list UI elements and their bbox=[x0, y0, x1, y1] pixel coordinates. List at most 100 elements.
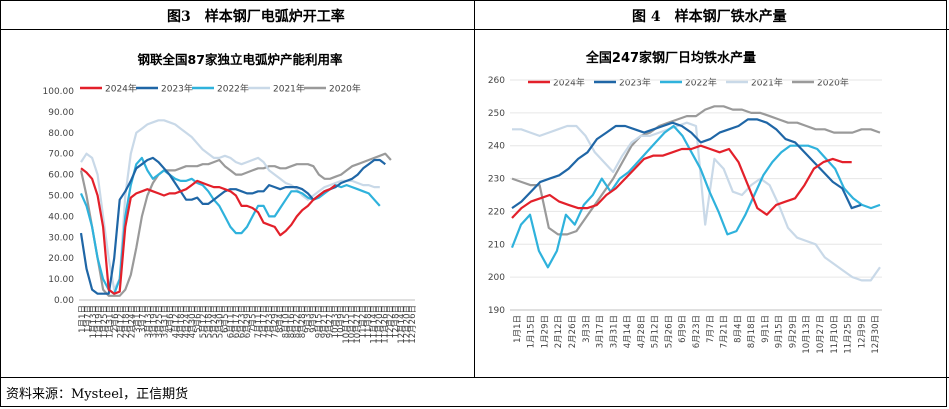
x-tick-label: 1月1日 bbox=[513, 315, 523, 343]
chart-title: 钢联全国87家独立电弧炉产能利用率 bbox=[138, 52, 343, 67]
legend-label: 2023年 bbox=[619, 77, 651, 89]
series-line-2021年 bbox=[80, 119, 380, 291]
legend-label: 2024年 bbox=[553, 77, 585, 89]
y-tick-label: 190 bbox=[488, 306, 505, 316]
x-tick-label: 5月18日 bbox=[204, 305, 214, 338]
x-tick-label: 1月7日 bbox=[83, 305, 93, 333]
left-chart: 钢联全国87家独立电弧炉产能利用率 2024年 2023年 2022年 2021年 202… bbox=[43, 52, 419, 344]
y-tick-label: 70.00 bbox=[48, 150, 74, 160]
x-tick-label: 5月24日 bbox=[210, 305, 220, 338]
x-tick-label: 4月14日 bbox=[623, 315, 633, 348]
x-tick-label: 11月2日 bbox=[359, 305, 369, 338]
x-tick-label: 3月13日 bbox=[144, 305, 154, 338]
x-tick-label: 10月13日 bbox=[802, 315, 812, 354]
x-tick-label: 3月25日 bbox=[155, 305, 165, 338]
legend-label: 2020年 bbox=[329, 83, 361, 95]
legend-label: 2023年 bbox=[161, 83, 193, 95]
x-tick-label: 9月15日 bbox=[315, 305, 325, 338]
y-tick-label: 100.00 bbox=[43, 87, 75, 97]
x-tick-label: 6月29日 bbox=[243, 305, 253, 338]
legend-item: 2021年 bbox=[726, 77, 783, 89]
x-tick-label: 5月12日 bbox=[651, 315, 661, 348]
legend-item: 2021年 bbox=[248, 83, 305, 95]
x-tick-label: 1月13日 bbox=[89, 305, 99, 338]
x-tick-label: 8月16日 bbox=[287, 305, 297, 338]
x-tick-label: 7月17日 bbox=[260, 305, 270, 338]
legend-item: 2020年 bbox=[792, 77, 849, 89]
x-tick-label: 11月20日 bbox=[375, 305, 385, 344]
legend-item: 2023年 bbox=[594, 77, 651, 89]
x-tick-label: 3月3日 bbox=[582, 315, 592, 343]
x-tick-label: 10月27日 bbox=[816, 315, 826, 354]
x-tick-label: 3月19日 bbox=[149, 305, 159, 338]
x-tick-label: 8月4日 bbox=[276, 305, 286, 333]
x-tick-label: 12月26日 bbox=[408, 305, 418, 344]
x-tick-label: 10月27日 bbox=[353, 305, 363, 344]
panel-divider bbox=[474, 0, 475, 378]
y-tick-label: 200 bbox=[488, 273, 505, 283]
y-tick-label: 230 bbox=[488, 175, 505, 185]
y-tick-label: 10.00 bbox=[48, 275, 74, 285]
x-tick-label: 9月27日 bbox=[326, 305, 336, 338]
x-tick-label: 7月23日 bbox=[265, 305, 275, 338]
series-line-2020年 bbox=[79, 152, 392, 297]
left-figure-title: 图3 样本钢厂电弧炉开工率 bbox=[167, 9, 345, 25]
legend-label: 2021年 bbox=[751, 77, 783, 89]
x-tick-label: 3月31日 bbox=[160, 305, 170, 338]
y-tick-label: 220 bbox=[488, 207, 505, 217]
y-tick-label: 210 bbox=[488, 240, 505, 250]
x-tick-label: 5月12日 bbox=[199, 305, 209, 338]
chart-title: 全国247家钢厂日均铁水产量 bbox=[585, 50, 756, 66]
series-line-2023年 bbox=[511, 118, 862, 210]
right-figure-title: 图 4 样本钢厂铁水产量 bbox=[632, 9, 787, 25]
x-tick-label: 4月28日 bbox=[637, 315, 647, 348]
series-line-2021年 bbox=[512, 121, 881, 282]
x-tick-label: 4月6日 bbox=[166, 305, 176, 333]
x-tick-label: 9月9日 bbox=[309, 305, 319, 333]
x-tick-label: 2月26日 bbox=[568, 315, 578, 348]
x-tick-label: 9月15日 bbox=[775, 315, 785, 348]
series-line-2023年 bbox=[79, 156, 386, 295]
x-tick-label: 2月12日 bbox=[554, 315, 564, 348]
x-tick-label: 7月29日 bbox=[271, 305, 281, 338]
x-tick-label: 1月25日 bbox=[100, 305, 110, 338]
x-tick-label: 3月31日 bbox=[609, 315, 619, 348]
x-tick-label: 7月7日 bbox=[706, 315, 716, 343]
y-tick-label: 260 bbox=[488, 76, 505, 86]
y-tick-label: 90.00 bbox=[48, 108, 74, 118]
x-tick-label: 6月17日 bbox=[232, 305, 242, 338]
x-tick-label: 12月20日 bbox=[403, 305, 413, 344]
x-tick-label: 3月1日 bbox=[133, 305, 143, 333]
legend-label: 2021年 bbox=[273, 83, 305, 95]
legend-item: 2022年 bbox=[192, 83, 249, 95]
x-tick-label: 12月30日 bbox=[871, 315, 881, 354]
x-tick-label: 3月7日 bbox=[138, 305, 148, 333]
x-tick-label: 2月24日 bbox=[127, 305, 137, 338]
legend-label: 2024年 bbox=[105, 83, 137, 95]
x-tick-label: 4月30日 bbox=[188, 305, 198, 338]
footer-divider bbox=[0, 377, 949, 378]
x-tick-label: 1月15日 bbox=[527, 315, 537, 348]
x-tick-label: 10月15日 bbox=[342, 305, 352, 344]
x-tick-label: 6月23日 bbox=[692, 315, 702, 348]
x-tick-label: 11月26日 bbox=[381, 305, 391, 344]
x-tick-label: 10月21日 bbox=[348, 305, 358, 344]
y-tick-label: 40.00 bbox=[48, 212, 74, 222]
x-tick-label: 2月12日 bbox=[116, 305, 126, 338]
x-tick-label: 9月21日 bbox=[320, 305, 330, 338]
x-tick-label: 2月18日 bbox=[122, 305, 132, 338]
x-tick-label: 2月6日 bbox=[111, 305, 121, 333]
x-tick-label: 11月25日 bbox=[844, 315, 854, 354]
y-tick-label: 80.00 bbox=[48, 129, 74, 139]
x-tick-label: 9月29日 bbox=[788, 315, 798, 348]
x-tick-label: 1月1日 bbox=[78, 305, 88, 333]
x-tick-label: 5月6日 bbox=[193, 305, 203, 333]
x-tick-label: 7月21日 bbox=[720, 315, 730, 348]
x-tick-label: 4月24日 bbox=[182, 305, 192, 338]
series-line-2024年 bbox=[511, 144, 852, 219]
x-tick-label: 10月9日 bbox=[337, 305, 347, 338]
x-tick-label: 1月19日 bbox=[94, 305, 104, 338]
source-note: 资料来源：Mysteel，正信期货 bbox=[6, 387, 189, 402]
